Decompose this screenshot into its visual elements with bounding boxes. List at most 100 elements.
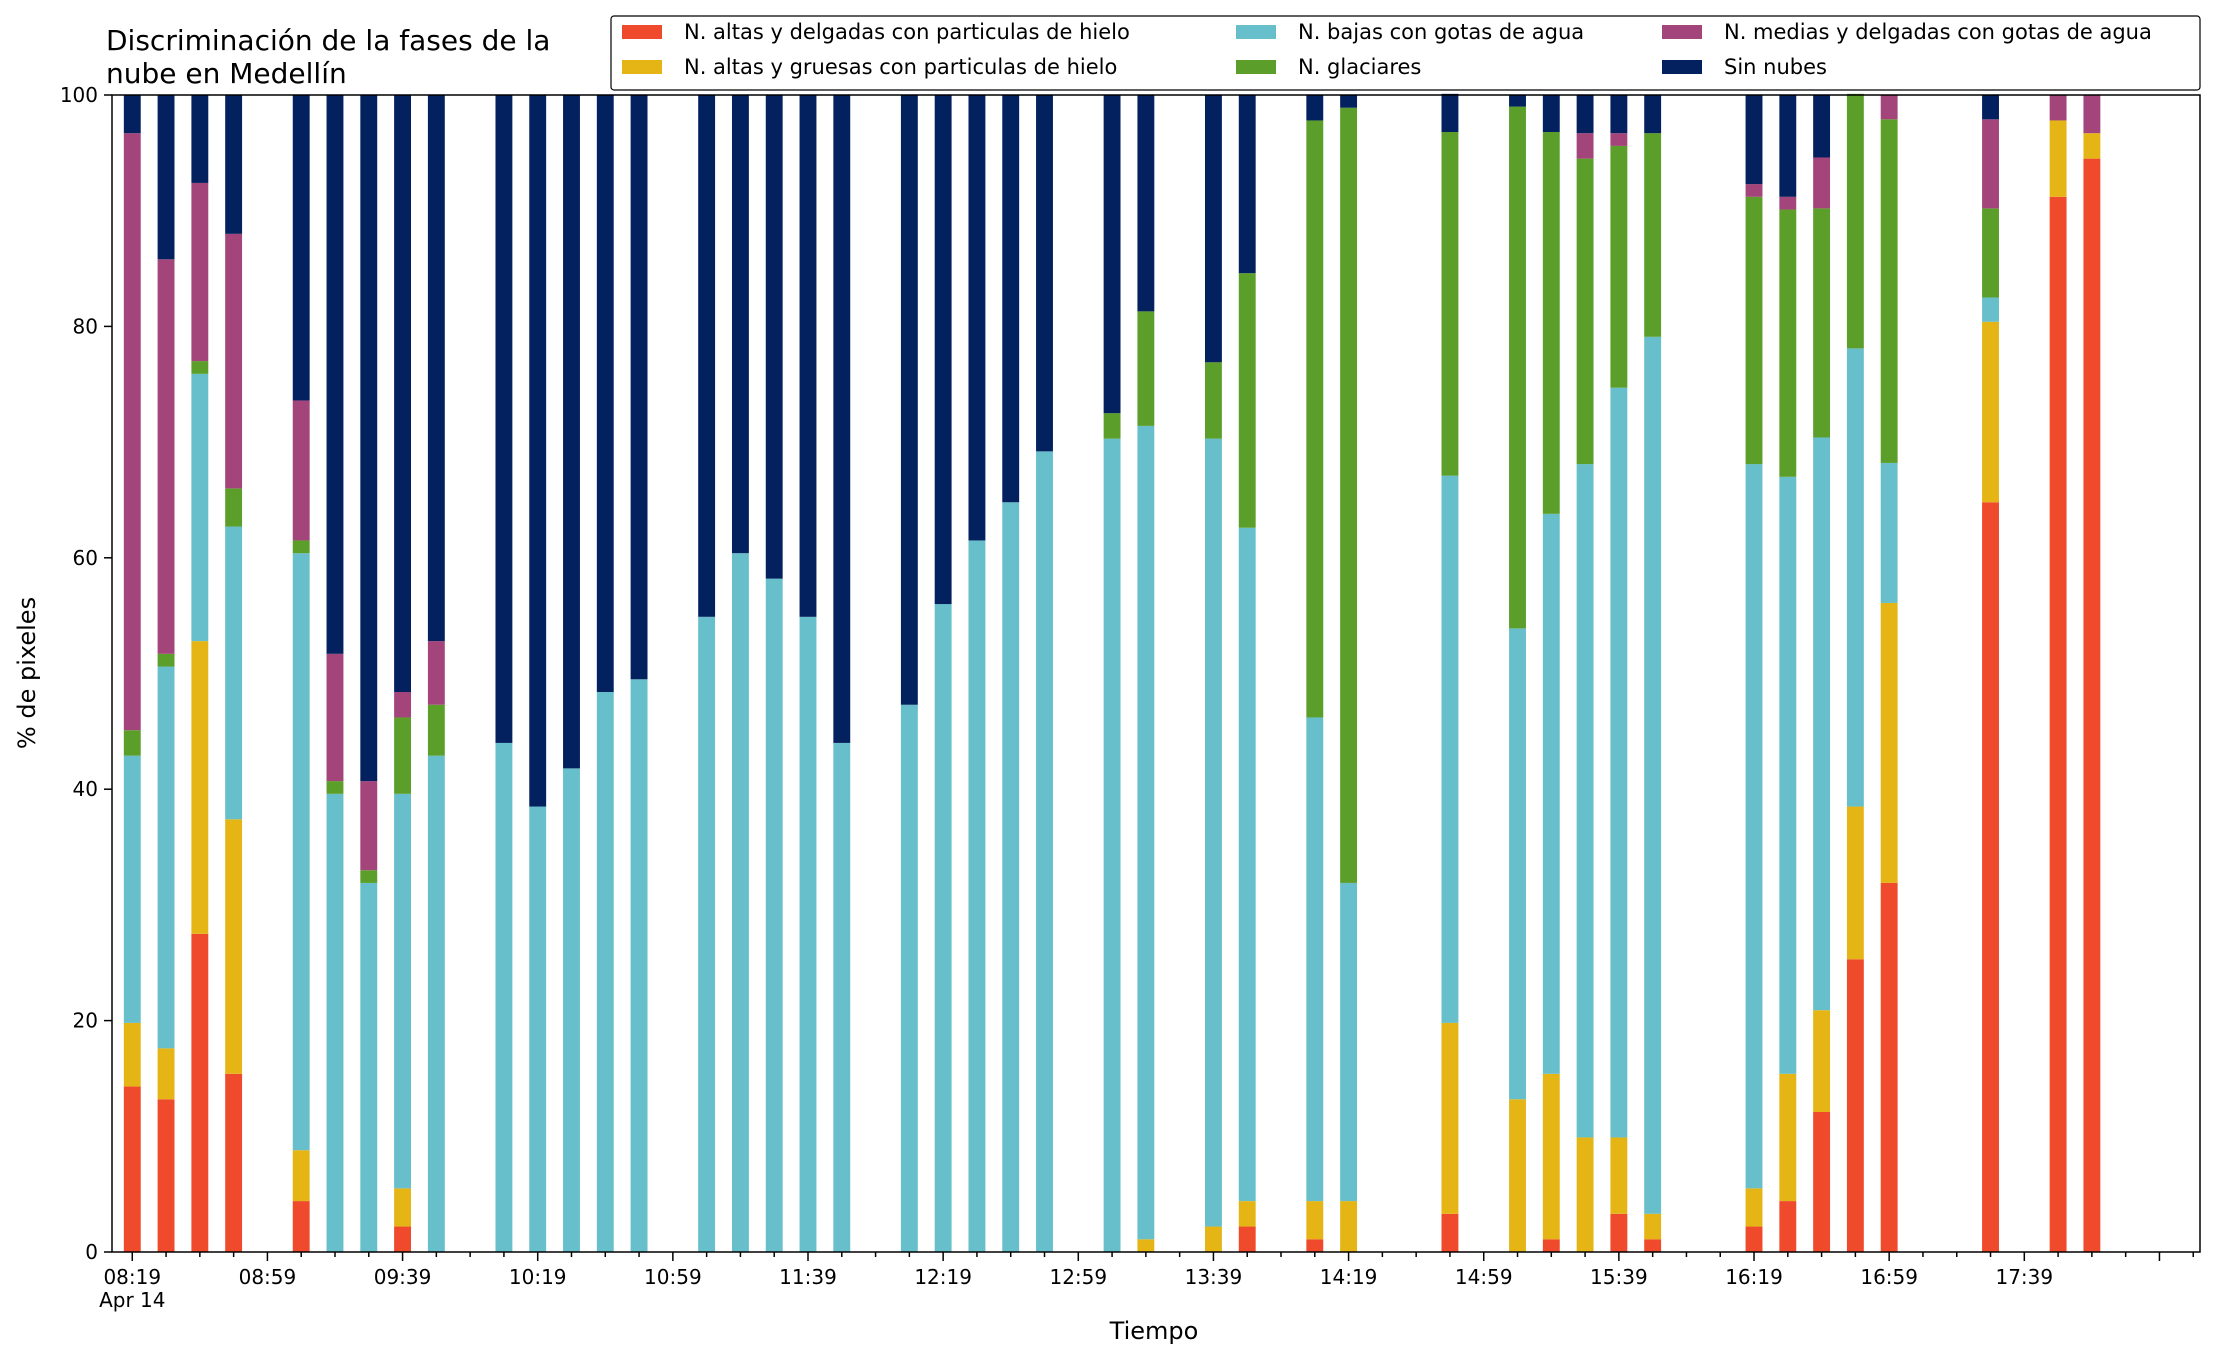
bar-segment-36-3 — [1745, 196, 1763, 465]
bar-segment-0-0 — [123, 1086, 141, 1252]
bar-segment-11-5 — [563, 95, 580, 769]
plot-frame — [111, 94, 2201, 1253]
bar-segment-0-4 — [123, 133, 141, 731]
bar-segment-39-2 — [1846, 348, 1864, 807]
bar-segment-25-5 — [1137, 95, 1155, 312]
bar-segment-33-2 — [1576, 464, 1594, 1138]
bar-segment-30-0 — [1441, 1213, 1459, 1252]
bar-segment-2-2 — [191, 373, 209, 642]
bar-segment-38-3 — [1813, 208, 1831, 438]
bar-segment-37-3 — [1779, 209, 1797, 477]
bar-segment-29-5 — [1340, 95, 1358, 108]
y-tick-label-5: 100 — [60, 83, 98, 107]
bar-segment-18-5 — [833, 95, 851, 743]
y-tick-label-2: 40 — [73, 777, 98, 801]
bar-segment-26-1 — [1204, 1226, 1222, 1252]
legend-label-3: N. glaciares — [1298, 55, 1421, 79]
bar-segment-36-1 — [1745, 1188, 1763, 1227]
legend-label-2: N. bajas con gotas de agua — [1298, 20, 1584, 44]
bar-segment-9-5 — [495, 95, 513, 743]
bar-segment-4-2 — [292, 553, 310, 1151]
x-tick-label-14: 17:39 — [1995, 1265, 2053, 1289]
chart-title-line-2: nube en Medellín — [106, 57, 347, 90]
bar-segment-8-3 — [427, 704, 445, 756]
bar-segment-11-2 — [563, 768, 580, 1252]
bar-segment-38-0 — [1813, 1112, 1831, 1252]
bar-segment-29-3 — [1340, 107, 1358, 883]
y-axis: 0 20 40 60 80 100 — [60, 83, 112, 1264]
x-tick-sublabel-0: Apr 14 — [99, 1288, 165, 1312]
bar-segment-30-1 — [1441, 1022, 1459, 1214]
bar-segment-40-0 — [1880, 882, 1898, 1252]
bar-segment-27-3 — [1238, 273, 1256, 528]
bar-segment-14-5 — [698, 95, 716, 617]
bar-segment-25-3 — [1137, 311, 1155, 426]
bar-segment-6-4 — [360, 781, 378, 871]
bar-segment-0-5 — [123, 95, 141, 134]
bar-segment-35-5 — [1644, 95, 1662, 134]
bar-segment-16-5 — [765, 95, 783, 579]
bar-segment-1-0 — [157, 1099, 175, 1252]
bar-segment-0-2 — [123, 755, 141, 1023]
bar-segment-21-5 — [968, 95, 986, 541]
bar-segment-3-1 — [225, 819, 243, 1074]
bar-segment-37-5 — [1779, 95, 1797, 197]
bar-segment-31-1 — [1509, 1099, 1526, 1252]
bar-segment-32-5 — [1542, 95, 1560, 133]
bar-segment-2-4 — [191, 182, 209, 362]
legend-frame — [610, 15, 2201, 91]
bar-segment-29-1 — [1340, 1201, 1358, 1252]
bar-segment-19-5 — [900, 95, 918, 705]
bar-segment-6-5 — [360, 95, 378, 782]
bar-segment-4-0 — [292, 1201, 310, 1252]
bar-segment-32-1 — [1542, 1073, 1560, 1240]
bar-segment-30-2 — [1441, 475, 1459, 1023]
bar-segment-23-5 — [1036, 95, 1053, 452]
bar-segment-24-3 — [1103, 413, 1121, 439]
bar-segment-26-3 — [1204, 362, 1222, 439]
legend-label-5: Sin nubes — [1724, 55, 1827, 79]
x-tick-label-0: 08:19 — [103, 1265, 161, 1289]
bar-segment-1-3 — [157, 653, 175, 667]
bar-segment-17-5 — [799, 95, 817, 617]
bar-segment-32-2 — [1542, 513, 1560, 1074]
bar-segment-9-2 — [495, 742, 513, 1252]
bar-segment-39-3 — [1846, 93, 1864, 349]
bar-segment-3-0 — [225, 1073, 243, 1252]
y-tick-label-0: 0 — [85, 1240, 98, 1264]
bar-segment-39-0 — [1846, 959, 1864, 1252]
x-tick-label-9: 14:19 — [1320, 1265, 1378, 1289]
bar-segment-33-3 — [1576, 158, 1594, 465]
bar-segment-20-5 — [934, 95, 952, 605]
bar-segment-24-5 — [1103, 95, 1121, 414]
bar-segment-10-2 — [529, 806, 547, 1252]
legend: N. altas y delgadas con particulas de hi… — [610, 15, 2201, 91]
bar-segment-36-0 — [1745, 1226, 1763, 1252]
x-tick-label-3: 10:19 — [509, 1265, 567, 1289]
bar-segment-27-0 — [1238, 1226, 1256, 1252]
x-tick-label-10: 14:59 — [1455, 1265, 1513, 1289]
bar-segment-2-1 — [191, 641, 209, 934]
bar-segment-3-5 — [225, 95, 243, 234]
bar-segment-14-2 — [698, 616, 716, 1252]
bar-segment-2-0 — [191, 933, 209, 1252]
bar-segment-2-3 — [191, 361, 209, 374]
bar-segment-0-1 — [123, 1022, 141, 1087]
bar-segment-42-0 — [2049, 196, 2067, 1252]
bar-segment-8-2 — [427, 755, 445, 1252]
bar-segment-5-3 — [326, 781, 344, 794]
bar-segment-28-0 — [1306, 1239, 1324, 1252]
bar-segment-1-5 — [157, 95, 175, 260]
bar-segment-5-4 — [326, 653, 344, 782]
legend-swatch-3 — [1236, 60, 1276, 74]
x-tick-label-6: 12:19 — [914, 1265, 972, 1289]
bar-segment-34-1 — [1610, 1137, 1628, 1214]
bar-segment-7-3 — [394, 717, 412, 794]
x-tick-label-8: 13:39 — [1185, 1265, 1243, 1289]
bar-segment-37-2 — [1779, 476, 1797, 1074]
bar-segment-34-3 — [1610, 145, 1628, 388]
bar-segment-25-2 — [1137, 425, 1155, 1240]
bar-segment-38-5 — [1813, 95, 1831, 158]
bar-segment-28-3 — [1306, 120, 1324, 718]
